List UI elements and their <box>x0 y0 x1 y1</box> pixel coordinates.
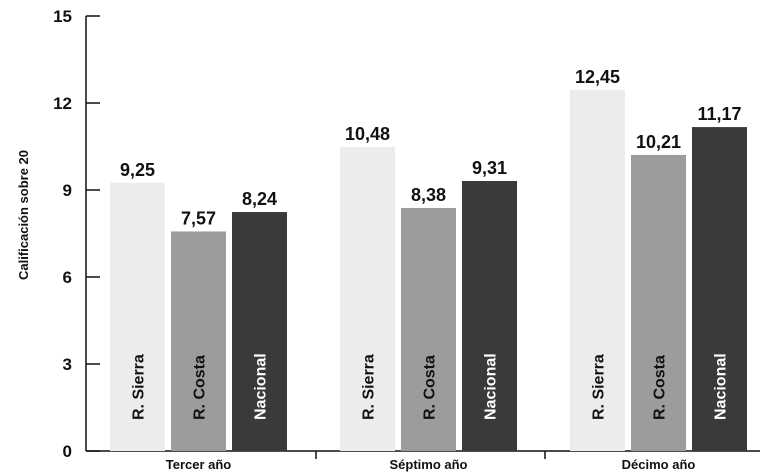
bar-series-label: Nacional <box>253 353 270 420</box>
bar <box>462 181 517 451</box>
value-label: 8,38 <box>411 185 446 205</box>
bar-series-label: R. Sierra <box>131 354 148 420</box>
y-tick-label: 15 <box>53 7 72 26</box>
bar <box>631 154 686 451</box>
y-tick-label: 9 <box>63 181 72 200</box>
y-axis-title: Calificación sobre 20 <box>16 150 31 280</box>
value-label: 8,24 <box>242 189 277 209</box>
bar <box>232 212 287 451</box>
value-label: 10,21 <box>636 132 681 152</box>
bar-series-label: R. Sierra <box>591 354 608 420</box>
bar-series-label: Nacional <box>713 353 730 420</box>
bar-series-label: R. Costa <box>652 355 669 420</box>
category-label: Tercer año <box>166 457 232 472</box>
bar <box>692 127 747 451</box>
value-label: 7,57 <box>181 208 216 228</box>
y-tick-label: 0 <box>63 442 72 461</box>
y-tick-label: 3 <box>63 355 72 374</box>
bar-series-label: R. Costa <box>192 355 209 420</box>
y-tick-label: 6 <box>63 268 72 287</box>
category-label: Décimo año <box>622 457 696 472</box>
value-label: 11,17 <box>697 104 741 124</box>
bars: 9,25 R. Sierra 7,57 R. Costa 8,24 Nacional 10,… <box>110 67 747 451</box>
bar-series-label: Nacional <box>483 353 500 420</box>
y-tick-label: 12 <box>53 94 72 113</box>
value-label: 12,45 <box>575 67 620 87</box>
bar <box>110 182 165 451</box>
value-label: 10,48 <box>345 124 390 144</box>
bar-series-label: R. Costa <box>422 355 439 420</box>
bar <box>401 207 456 451</box>
category-label: Séptimo año <box>389 457 467 472</box>
bar <box>570 89 625 451</box>
bar-series-label: R. Sierra <box>361 354 378 420</box>
value-label: 9,25 <box>120 160 155 180</box>
value-label: 9,31 <box>472 158 507 178</box>
bar <box>340 147 395 451</box>
bar <box>171 231 226 451</box>
